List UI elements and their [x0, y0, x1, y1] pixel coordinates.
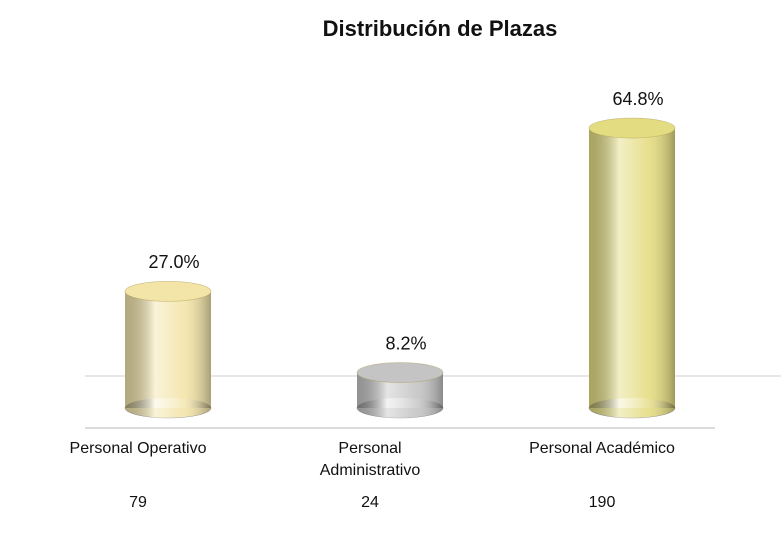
count-label: 79 [129, 494, 147, 511]
cylinder-bottom-shade [125, 398, 211, 418]
cylinder-top [356, 362, 444, 383]
cylinder-top [124, 281, 212, 302]
cylinder-bottom-shade [589, 398, 675, 418]
cylinder-bottom-shade [357, 398, 443, 418]
chart-title: Distribución de Plazas [323, 16, 558, 41]
x-tick-label: Personal Operativo [69, 440, 207, 457]
x-tick-label: Personal Académico [529, 440, 675, 457]
x-tick-label: Personal Administrativo [319, 440, 421, 479]
count-label: 190 [588, 494, 616, 511]
cylinder-top [588, 117, 676, 139]
data-label: 8.2% [385, 333, 426, 353]
data-label: 27.0% [148, 252, 199, 272]
data-label: 64.8% [612, 89, 663, 109]
bar-shading [589, 128, 675, 408]
count-label: 24 [361, 494, 379, 511]
bar-shading [125, 291, 211, 408]
